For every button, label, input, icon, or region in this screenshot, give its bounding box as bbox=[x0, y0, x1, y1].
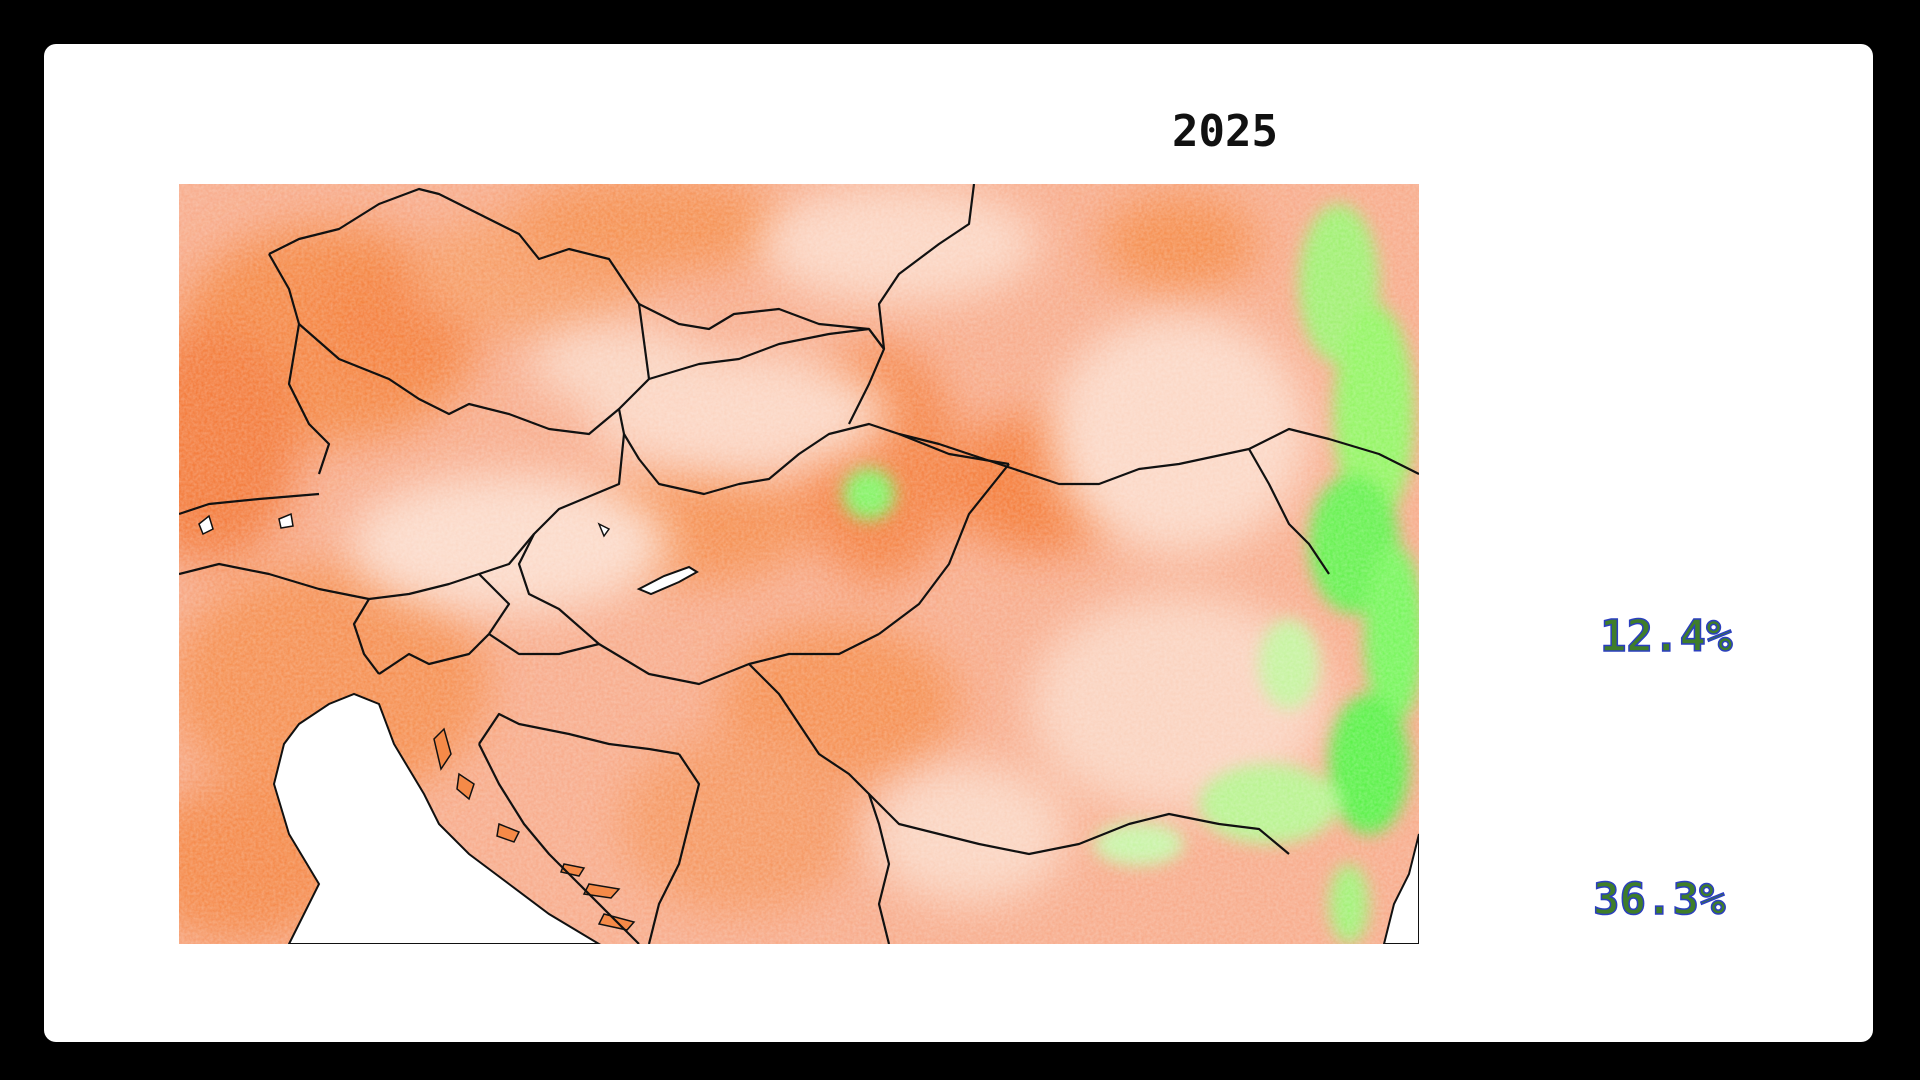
anomaly-map bbox=[179, 184, 1419, 944]
stat-label-lower: 36.3% bbox=[1592, 873, 1726, 926]
black-sea-edge bbox=[1382, 833, 1419, 944]
lake-balaton bbox=[636, 565, 699, 596]
map-panel bbox=[179, 184, 1419, 944]
figure-frame: 2025 bbox=[44, 44, 1873, 1042]
alpine-lakes bbox=[198, 512, 611, 538]
stat-label-upper: 12.4% bbox=[1599, 610, 1733, 663]
map-title: 2025 bbox=[1172, 106, 1278, 157]
adriatic-sea bbox=[272, 692, 601, 944]
country-borders bbox=[179, 184, 1419, 944]
